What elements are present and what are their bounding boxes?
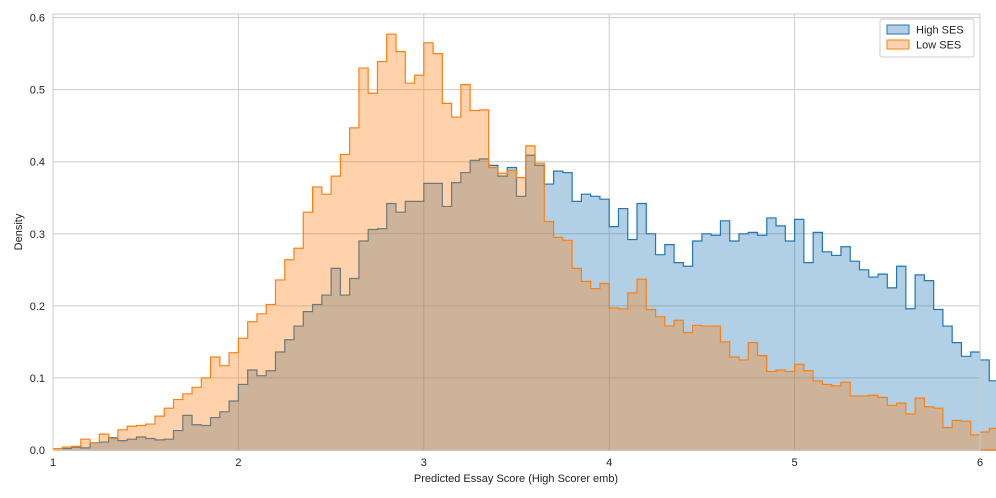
series-area-low-ses — [52, 33, 996, 451]
x-axis-label: Predicted Essay Score (High Scorer emb) — [414, 473, 618, 485]
legend: High SES Low SES — [879, 18, 975, 58]
y-tick-label: 0.4 — [30, 157, 45, 169]
legend-swatch-low-ses — [886, 39, 910, 50]
legend-box — [879, 18, 975, 58]
y-tick-label: 0.3 — [30, 229, 45, 241]
plot-area-frame — [52, 13, 981, 451]
y-tick-label: 0.5 — [30, 85, 45, 97]
x-tick-label: 5 — [792, 457, 798, 469]
legend-label-high-ses: High SES — [916, 25, 964, 37]
y-axis-label: Density — [13, 213, 25, 250]
x-tick-label: 1 — [50, 457, 56, 469]
legend-label-low-ses: Low SES — [916, 40, 961, 52]
x-tick-label: 4 — [606, 457, 612, 469]
legend-swatch-high-ses — [886, 24, 910, 35]
y-tick-label: 0.6 — [30, 13, 45, 25]
y-tick-label: 0.0 — [30, 445, 45, 457]
y-tick-label: 0.2 — [30, 301, 45, 313]
y-tick-label: 0.1 — [30, 373, 45, 385]
x-tick-label: 6 — [977, 457, 983, 469]
x-tick-label: 2 — [235, 457, 241, 469]
plot-area-background — [53, 14, 980, 450]
tick-labels: 1 2 3 4 5 6 0.0 0.1 0.2 0.3 0.4 0.5 0.6 — [30, 13, 983, 469]
x-tick-label: 3 — [421, 457, 427, 469]
